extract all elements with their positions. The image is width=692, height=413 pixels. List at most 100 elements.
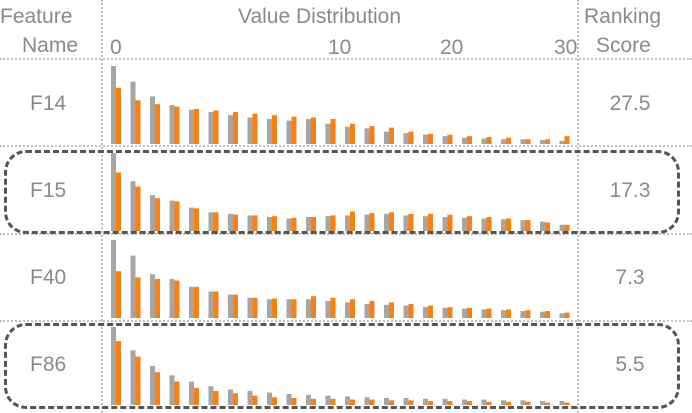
bar-series-a (208, 386, 214, 405)
bar-series-b (350, 299, 355, 318)
bar-series-a (325, 123, 331, 144)
bar-series-a (384, 213, 389, 231)
bar-series-a (111, 240, 116, 318)
bar-series-b (272, 298, 277, 318)
highlight-box-f86 (4, 323, 680, 409)
bar-series-b (135, 186, 141, 231)
bar-series-a (325, 395, 331, 405)
bar-series-b (428, 401, 433, 405)
bar-series-a (462, 217, 467, 231)
bar-series-b (525, 139, 531, 144)
bar-series-b (174, 381, 180, 405)
bar-series-b (408, 131, 414, 144)
bar-series-b (213, 390, 219, 405)
bar-series-a (462, 308, 467, 318)
bar-series-a (111, 153, 116, 231)
bar-series-b (311, 216, 316, 231)
bar-series-b (174, 201, 180, 231)
bar-series-b (252, 395, 258, 405)
row-divider (0, 320, 692, 322)
bar-series-b (486, 401, 492, 405)
bar-series-b (545, 139, 550, 144)
bar-series-b (252, 297, 258, 318)
bar-series-a (520, 310, 526, 318)
bar-series-a (208, 291, 214, 318)
bar-series-b (564, 312, 570, 318)
bar-series-b (389, 127, 394, 144)
bar-series-b (408, 213, 414, 231)
bar-series-a (169, 200, 175, 231)
bar-series-a (540, 221, 545, 231)
bar-series-a (130, 350, 136, 405)
bar-series-a (540, 140, 545, 144)
bar-series-a (286, 299, 292, 318)
bar-series-a (325, 216, 331, 231)
bar-series-b (213, 110, 219, 144)
bar-series-b (252, 215, 258, 231)
bar-series-b (389, 400, 394, 405)
bar-series-a (423, 307, 428, 318)
bar-series-a (481, 309, 487, 318)
bar-series-a (345, 126, 350, 144)
bar-series-b (194, 286, 199, 318)
bar-series-b (408, 400, 414, 405)
bar-series-b (408, 303, 414, 318)
bar-series-a (559, 313, 565, 318)
bar-series-a (403, 133, 409, 144)
bar-series-b (467, 401, 472, 405)
feature-name: F40 (30, 266, 67, 289)
bar-series-b (350, 399, 355, 405)
bar-series-a (481, 399, 487, 405)
bar-series-a (540, 311, 545, 318)
bar-series-b (545, 222, 550, 231)
bar-series-a (267, 119, 272, 144)
bar-series-b (213, 212, 219, 231)
bar-series-b (350, 211, 355, 231)
bar-series-a (169, 279, 175, 318)
bar-series-b (291, 217, 297, 231)
bar-series-a (306, 394, 311, 405)
bar-series-b (233, 112, 238, 144)
bar-series-a (247, 297, 253, 318)
bar-series-b (467, 216, 472, 231)
bar-series-b (272, 397, 277, 405)
row-divider (0, 145, 692, 147)
bar-series-b (506, 309, 511, 318)
bar-series-a (208, 112, 214, 144)
bar-series-b (389, 302, 394, 318)
bar-series-b (174, 280, 180, 318)
bar-series-b (467, 307, 472, 318)
bar-series-b (252, 113, 258, 144)
bar-series-a (228, 389, 233, 405)
feature-name: F86 (30, 353, 67, 376)
bar-series-a (325, 300, 331, 318)
bar-series-a (267, 392, 272, 405)
bar-series-b (155, 198, 160, 231)
bar-series-a (501, 400, 506, 405)
bar-series-b (194, 108, 199, 144)
bar-series-b (369, 213, 375, 231)
bar-series-a (403, 215, 409, 231)
ranking-score: 27.5 (609, 92, 651, 115)
bar-series-a (559, 224, 565, 231)
ranking-score: 7.3 (615, 266, 645, 289)
bar-series-a (169, 105, 175, 144)
bar-series-b (545, 310, 550, 318)
row-divider (0, 233, 692, 235)
bar-series-a (150, 96, 155, 144)
bar-series-a (267, 299, 272, 318)
ranking-header-line2: Score (596, 34, 651, 57)
bar-series-b (291, 116, 297, 144)
bar-series-b (525, 220, 531, 231)
bar-series-a (306, 119, 311, 144)
bar-series-a (384, 397, 389, 405)
bar-series-b (135, 277, 141, 318)
bar-series-b (447, 401, 453, 405)
bar-series-a (481, 138, 487, 144)
bar-series-b (564, 224, 570, 231)
feature-name: F15 (30, 179, 67, 202)
bar-series-b (155, 104, 160, 144)
bar-series-b (506, 137, 511, 144)
bar-series-a (364, 128, 370, 144)
bar-series-a (364, 214, 370, 231)
